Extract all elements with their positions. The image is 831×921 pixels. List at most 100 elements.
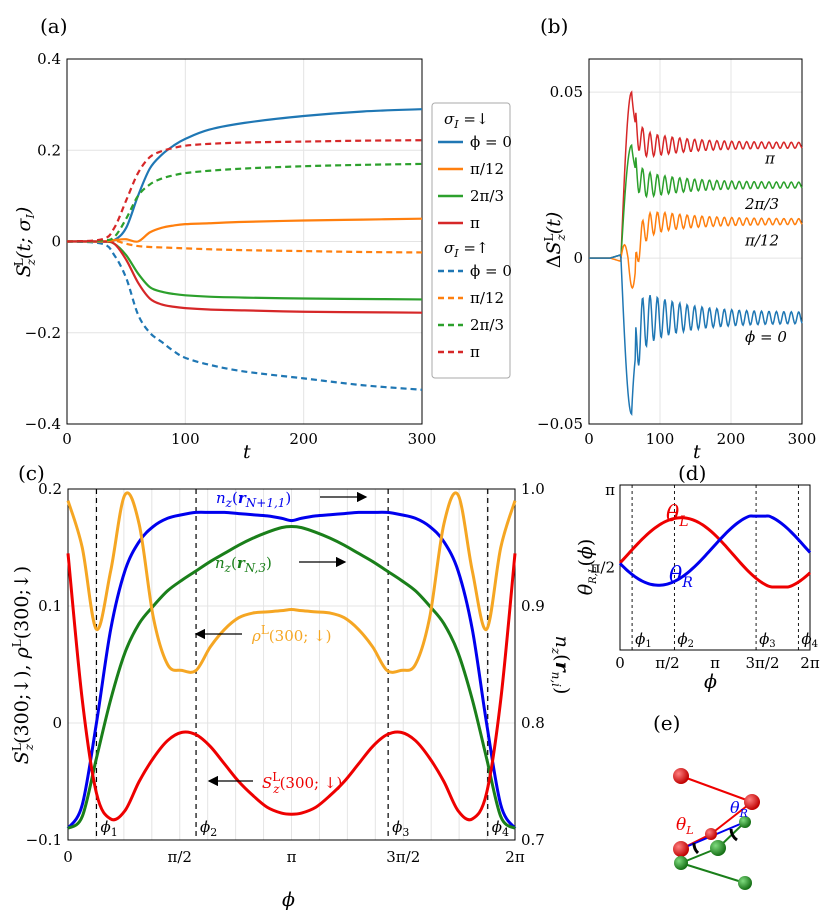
y-tick-label: −0.2 <box>25 324 61 342</box>
red-bond-1 <box>680 775 753 803</box>
phi-marker-label: ϕ1 <box>635 630 652 650</box>
x-tick-label: 300 <box>788 430 817 448</box>
y-tick-label-left: 0 <box>52 714 62 732</box>
series-annotation: π/12 <box>744 232 779 250</box>
green-site-4 <box>738 876 752 890</box>
x-tick-label: π/2 <box>168 848 192 866</box>
panel-c-ylabel-left: SLz(300;↓), ρL(300;↓) <box>10 566 36 764</box>
panel-e: (e) θL θR <box>653 711 760 890</box>
panel-b-xlabel: t <box>693 441 701 463</box>
x-tick-label: 200 <box>289 430 318 448</box>
y-tick-label: 0 <box>51 233 61 251</box>
x-tick-label: π <box>710 654 720 672</box>
y-tick-label: 0.4 <box>37 50 61 68</box>
x-tick-label: 0 <box>615 654 625 672</box>
panel-c-ticks: 0 π/2 π 3π/2 2π−0.100.10.20.70.80.91.0 <box>26 480 545 866</box>
phi-marker-label: ϕ1 <box>100 818 117 839</box>
green-site-2 <box>710 840 726 856</box>
phi-marker-label: ϕ2 <box>200 818 217 839</box>
panel-d-frame <box>619 484 811 651</box>
y-tick-label-right: 0.9 <box>521 597 545 615</box>
theta-l-arc <box>692 842 700 855</box>
panel-d-ylabel: θR,L(ϕ) <box>575 539 599 596</box>
y-tick-label: −0.05 <box>537 415 583 433</box>
x-tick-label: 100 <box>646 430 675 448</box>
diagram-theta-l: θL <box>676 815 694 837</box>
green-site-3 <box>674 856 688 870</box>
series-line-blue <box>589 254 803 417</box>
panel-d: (d) ϕ1 ϕ2 ϕ3 ϕ4 0 π/2 π 3π/2 2π π/2 π ϕ θR,L(ϕ) θ… <box>575 461 820 693</box>
panel-c-label: (c) <box>18 461 45 485</box>
panel-a-label: (a) <box>40 14 68 38</box>
annotation-nz-n1-1: nz(rN+1,1) <box>216 489 291 510</box>
series-line-c_green <box>67 524 516 830</box>
y-tick-label: 0.05 <box>550 83 583 101</box>
y-tick-label: π <box>605 481 615 499</box>
series-annotation: ϕ = 0 <box>745 328 787 346</box>
legend-entry-label: ϕ = 0 <box>470 262 512 280</box>
annotation-sz: SL z(300; ↓) <box>262 770 342 796</box>
series-line-c_red <box>618 516 811 589</box>
legend-entry-label: 2π/3 <box>470 316 504 334</box>
panel-a: (a) 0 100 200 300 −0.4 −0.2 0 0.2 0.4 t SLz(t; σ… <box>12 14 512 463</box>
x-tick-label: 200 <box>717 430 746 448</box>
panel-c-frame <box>67 488 516 841</box>
legend-entry-label: π <box>470 343 480 361</box>
panel-a-xlabel: t <box>243 441 251 463</box>
panel-d-ticks: 0 π/2 π 3π/2 2π π/2 π <box>591 481 820 672</box>
y-tick-label-right: 1.0 <box>521 480 545 498</box>
panel-a-ylabel: SLz(t; σI) <box>12 207 38 278</box>
x-tick-label: 2π <box>505 848 525 866</box>
annotation-rho: ρL(300; ↓) <box>251 623 332 645</box>
legend-entry-label: 2π/3 <box>470 187 504 205</box>
x-tick-label: 100 <box>171 430 200 448</box>
panel-e-label: (e) <box>653 711 680 735</box>
y-tick-label: 0.2 <box>37 141 61 159</box>
legend-title-up: σI =↑ <box>444 239 489 260</box>
y-tick-label-left: −0.1 <box>26 831 62 849</box>
panel-c: (c) ϕ1 ϕ2 ϕ3 ϕ4 0 π/2 π 3π/2 2π−0.100.10.20.70.… <box>10 461 573 911</box>
panel-b-frame <box>588 58 803 425</box>
legend-group-up: ϕ = 0 π/12 2π/3 π <box>438 262 512 361</box>
x-tick-label: 300 <box>408 430 437 448</box>
red-site-4 <box>673 841 689 857</box>
panel-b-series <box>589 90 803 417</box>
green-bond-3 <box>680 862 746 884</box>
y-tick-label-right: 0.8 <box>521 714 545 732</box>
series-line-orange <box>589 210 803 290</box>
panel-a-series <box>66 108 423 391</box>
panel-d-series <box>618 514 812 589</box>
x-tick-label: 0 <box>584 430 594 448</box>
x-tick-label: π/2 <box>655 654 679 672</box>
series-line-c_blue <box>66 510 517 830</box>
annotation-nz-n-3: nz(rN,3) <box>215 554 272 575</box>
series-line-green-dashed <box>66 162 423 243</box>
series-line-blue-dashed <box>66 240 423 391</box>
panel-d-label: (d) <box>678 461 706 485</box>
legend-entry-label: π/12 <box>470 160 504 178</box>
legend-group-down: ϕ = 0 π/12 2π/3 π <box>438 133 512 232</box>
y-tick-label-right: 0.7 <box>521 831 545 849</box>
x-tick-label: 3π/2 <box>386 848 420 866</box>
red-site-2 <box>744 794 760 810</box>
panel-b-label: (b) <box>540 14 568 38</box>
x-tick-label: 3π/2 <box>745 654 779 672</box>
theta-r-label: θR <box>669 563 693 591</box>
phi-marker-label: ϕ4 <box>801 630 818 650</box>
phi-marker-label: ϕ2 <box>677 630 694 650</box>
y-tick-label: π/2 <box>591 559 615 577</box>
panel-d-vlines: ϕ1 ϕ2 ϕ3 ϕ4 <box>631 485 818 650</box>
red-site-1 <box>673 768 689 784</box>
panel-c-xlabel: ϕ <box>282 889 295 911</box>
panel-a-ticks: 0 100 200 300 −0.4 −0.2 0 0.2 0.4 <box>25 50 437 448</box>
panel-b-ylabel: ΔSLz(t) <box>542 212 568 269</box>
panel-d-xlabel: ϕ <box>704 671 717 693</box>
panel-a-legend: σI =↓ ϕ = 0 π/12 2π/3 π σI =↑ ϕ = 0 π/12 2π/3… <box>431 102 512 379</box>
series-annotation: π <box>764 149 776 167</box>
panel-c-series <box>66 491 517 830</box>
theta-l-label: θL <box>666 502 689 530</box>
y-tick-label-left: 0.1 <box>38 597 62 615</box>
y-tick-label: 0 <box>573 249 583 267</box>
